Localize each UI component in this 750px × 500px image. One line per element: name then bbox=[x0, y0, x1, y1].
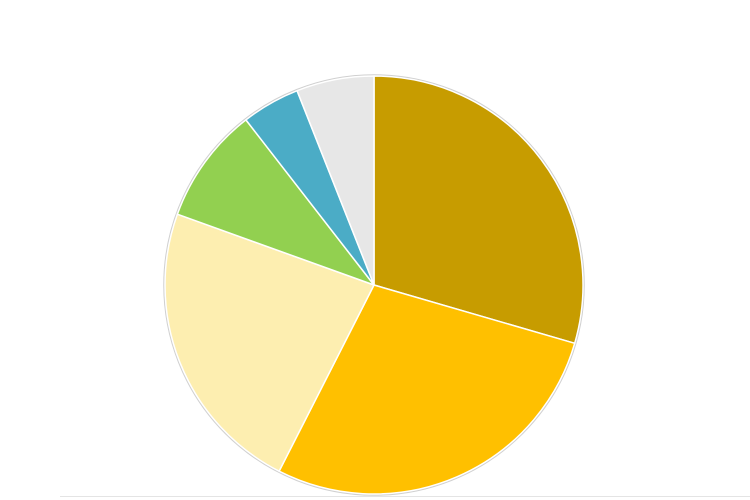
pie-slice-2[interactable] bbox=[278, 284, 576, 495]
pie-outline bbox=[163, 74, 585, 496]
chart-bottom-divider bbox=[60, 496, 750, 497]
pie-slice-3[interactable] bbox=[164, 213, 375, 472]
pie-slice-6[interactable] bbox=[296, 75, 375, 286]
pie-slice-4[interactable] bbox=[176, 119, 375, 286]
pie-slice-1[interactable] bbox=[373, 75, 584, 345]
